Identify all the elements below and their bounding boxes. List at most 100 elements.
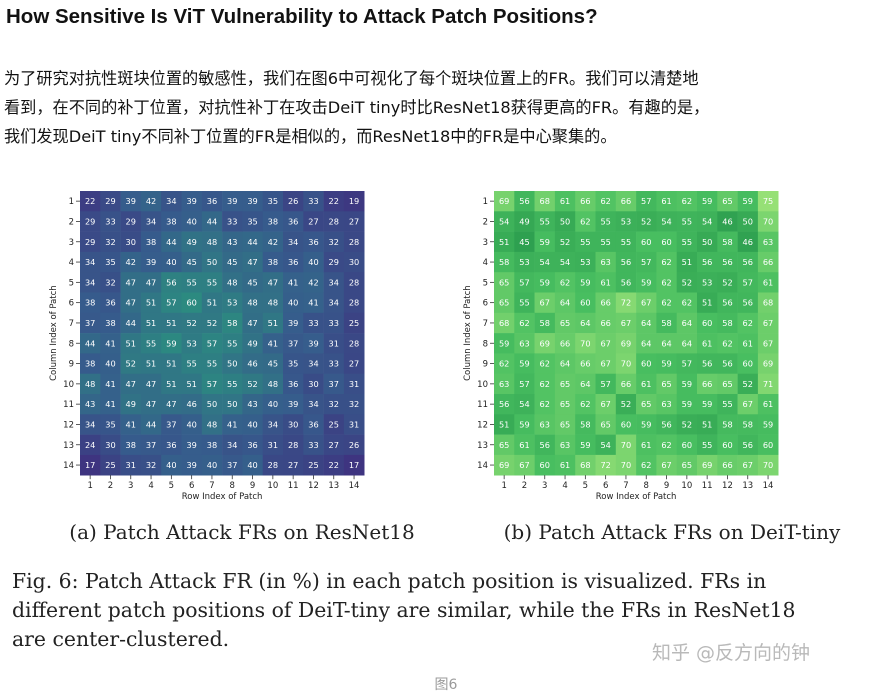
cell-value-label: 29	[85, 216, 95, 226]
cell-value-label: 66	[722, 460, 732, 470]
cell-value-label: 59	[580, 277, 590, 287]
paragraph-line: 我们发现DeiT tiny不同补丁位置的FR是相似的，而ResNet18中的FR…	[4, 127, 617, 146]
heatmap-cell	[737, 292, 759, 314]
cell-value-label: 51	[186, 379, 196, 389]
heatmap-cell	[737, 414, 759, 435]
heatmap-cell	[697, 191, 718, 212]
cell-value-label: 44	[146, 419, 156, 429]
heatmap-cell	[283, 231, 304, 253]
heatmap-cell	[100, 231, 121, 253]
cell-value-label: 60	[702, 318, 712, 328]
heatmap-cell	[595, 312, 617, 334]
cell-value-label: 58	[743, 419, 753, 429]
y-tick-label: 9	[69, 360, 74, 370]
heatmap-cell	[494, 454, 515, 476]
x-axis-label: Row Index of Patch	[182, 492, 263, 502]
cell-value-label: 55	[702, 440, 712, 450]
cell-value-label: 48	[227, 277, 237, 287]
y-tick-label: 12	[477, 420, 488, 430]
heatmap-cell	[201, 231, 223, 253]
cell-value-label: 61	[519, 440, 529, 450]
heatmap-cell	[595, 191, 617, 212]
heatmap-cell	[737, 312, 759, 334]
cell-value-label: 60	[763, 440, 773, 450]
heatmap-cell	[534, 231, 556, 253]
cell-value-label: 65	[600, 419, 610, 429]
cell-value-label: 62	[540, 379, 550, 389]
heatmap-cell	[494, 394, 515, 415]
cell-value-label: 66	[702, 379, 712, 389]
x-tick-label: 8	[230, 481, 235, 491]
cell-value-label: 66	[580, 196, 590, 206]
heatmap-cell	[554, 414, 576, 435]
cell-value-label: 22	[85, 196, 95, 206]
cell-value-label: 69	[499, 196, 509, 206]
cell-value-label: 47	[126, 277, 136, 287]
heatmap-cell	[242, 312, 263, 334]
heatmap-cell	[717, 353, 738, 374]
cell-value-label: 64	[682, 338, 692, 348]
heatmap-cell	[514, 272, 535, 293]
cell-value-label: 53	[186, 338, 196, 348]
cell-value-label: 48	[207, 419, 217, 429]
cell-value-label: 69	[499, 460, 509, 470]
cell-value-label: 34	[227, 440, 237, 450]
heatmap-cell	[636, 231, 657, 253]
cell-value-label: 38	[146, 237, 156, 247]
heatmap-cell	[303, 211, 324, 232]
cell-value-label: 27	[349, 216, 359, 226]
heatmap-cell	[262, 454, 284, 476]
cell-value-label: 32	[105, 237, 115, 247]
heatmap-cell	[303, 292, 324, 314]
cell-value-label: 39	[186, 440, 196, 450]
heatmap-cell	[737, 231, 759, 253]
cell-value-label: 55	[580, 237, 590, 247]
cell-value-label: 30	[288, 419, 298, 429]
cell-value-label: 59	[641, 277, 651, 287]
heatmap-cell	[222, 292, 243, 314]
heatmap-cell	[554, 231, 576, 253]
cell-value-label: 44	[166, 237, 176, 247]
cell-value-label: 25	[349, 318, 359, 328]
heatmap-cell	[494, 333, 515, 354]
heatmap-cell	[615, 333, 637, 354]
cell-value-label: 28	[349, 338, 359, 348]
cell-value-label: 37	[146, 440, 156, 450]
cell-value-label: 45	[186, 257, 196, 267]
heatmap-cell	[120, 292, 142, 314]
cell-value-label: 50	[743, 216, 753, 226]
heatmap-cell	[575, 394, 596, 415]
cell-value-label: 58	[227, 318, 237, 328]
cell-value-label: 54	[540, 257, 550, 267]
heatmap-cell	[80, 434, 101, 456]
cell-value-label: 55	[682, 216, 692, 226]
cell-value-label: 30	[349, 257, 359, 267]
cell-value-label: 65	[641, 399, 651, 409]
heatmap-cell	[494, 272, 515, 293]
heatmap-cell	[737, 333, 759, 354]
cell-value-label: 67	[519, 460, 529, 470]
cell-value-label: 25	[308, 460, 318, 470]
cell-value-label: 48	[268, 298, 278, 308]
heatmap-cell	[140, 211, 162, 232]
heatmap-cell	[717, 292, 738, 314]
heatmap-cell	[636, 292, 657, 314]
x-tick-label: 11	[702, 481, 713, 491]
cell-value-label: 56	[519, 196, 529, 206]
heatmap-cell	[262, 414, 284, 435]
cell-value-label: 57	[207, 379, 217, 389]
cell-value-label: 65	[682, 460, 692, 470]
x-tick-label: 14	[349, 481, 360, 491]
cell-value-label: 59	[580, 440, 590, 450]
heatmap-cell	[303, 394, 324, 415]
cell-value-label: 50	[227, 359, 237, 369]
heatmap-cell	[676, 312, 698, 334]
heatmap-cell	[514, 373, 535, 395]
heatmap-cell	[222, 394, 243, 415]
cell-value-label: 44	[247, 237, 257, 247]
heatmap-cell	[757, 333, 779, 354]
heatmap-cell	[222, 251, 243, 273]
cell-value-label: 37	[85, 318, 95, 328]
heatmap-cell	[242, 251, 263, 273]
